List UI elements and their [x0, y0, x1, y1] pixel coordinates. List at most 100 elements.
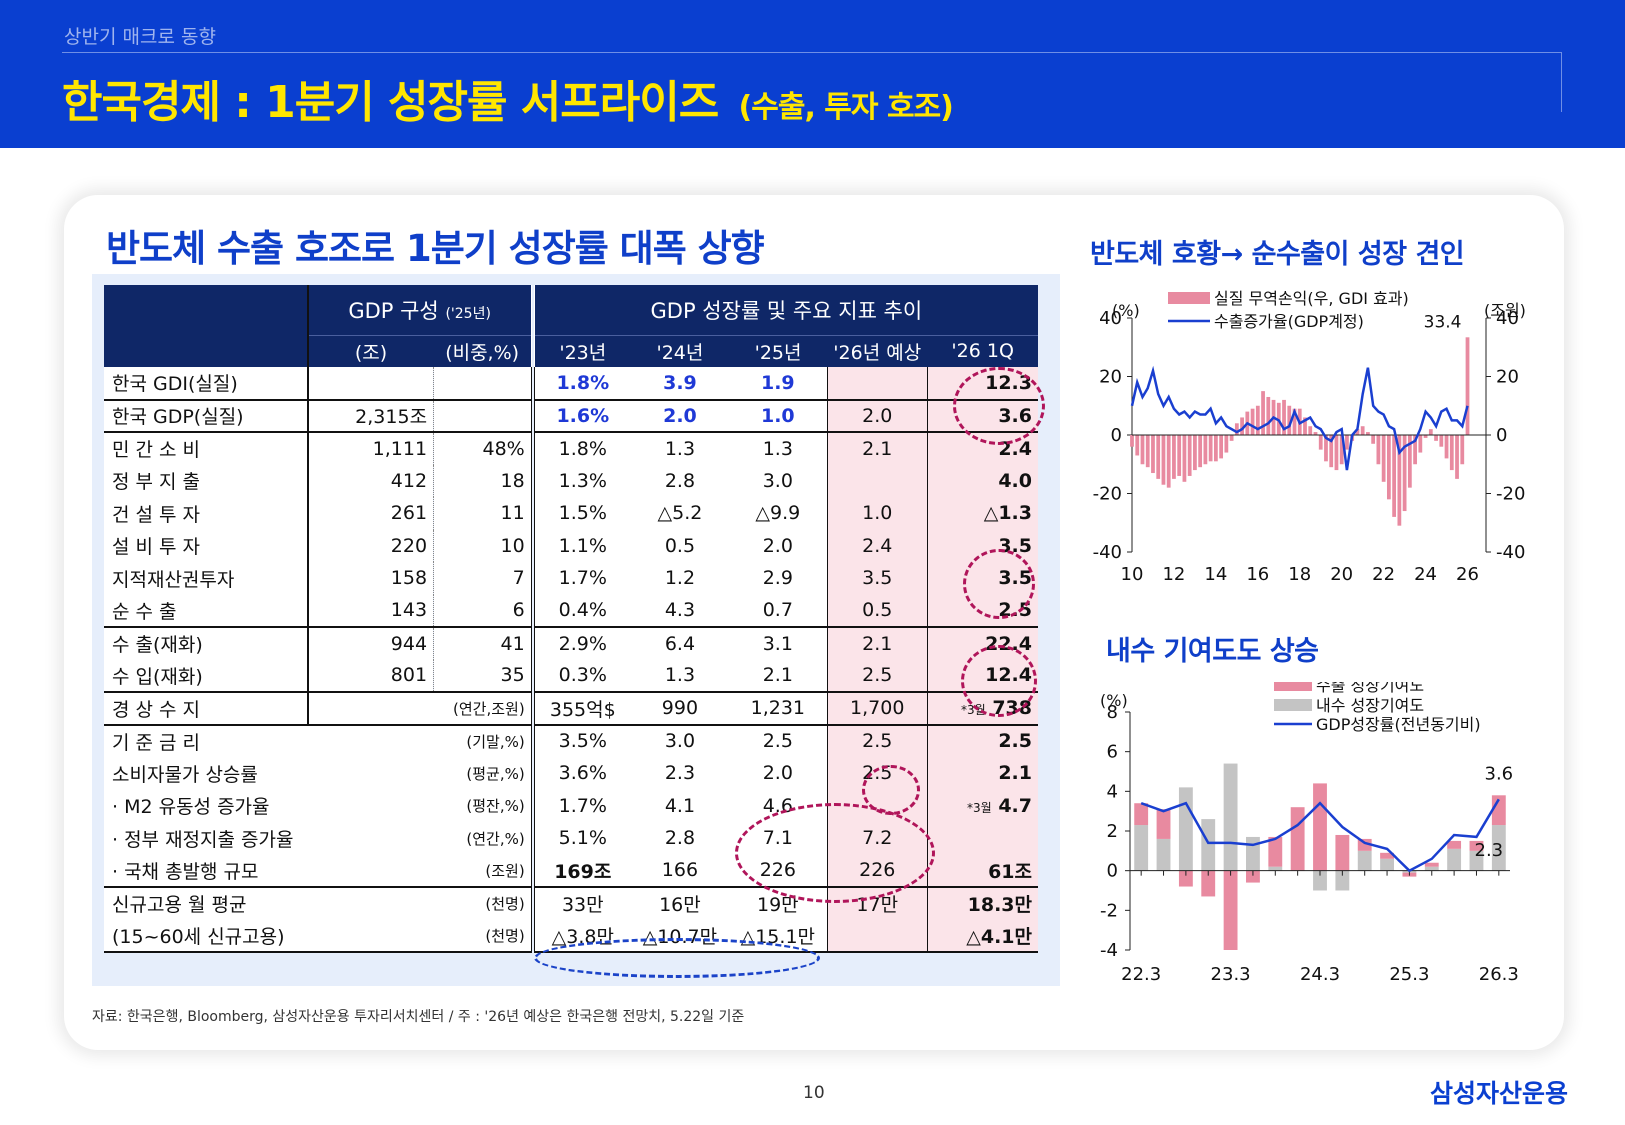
cell-2024: 1.3 [630, 659, 729, 692]
trade-bar [1166, 435, 1171, 488]
cell-2025: 1.0 [729, 398, 828, 432]
cell-2025: 2.9 [729, 562, 828, 595]
cell-2023: 33만 [530, 886, 631, 920]
trade-bar [1292, 408, 1297, 435]
export-bar [1313, 783, 1327, 871]
export-bar [1447, 840, 1462, 849]
cell-share: 48% [433, 431, 533, 465]
cell-2026-forecast: 3.5 [826, 562, 928, 595]
trade-bar [1229, 435, 1234, 441]
row-unit: (연간,%) [307, 822, 533, 855]
domestic-bar [1335, 870, 1350, 891]
x-tick-label: 26.3 [1479, 964, 1519, 985]
x-tick-label: 24 [1414, 564, 1437, 585]
cell-2023: 169조 [530, 854, 631, 887]
domestic-bar [1469, 850, 1484, 871]
cell-2025: 1,231 [729, 691, 828, 725]
trade-bar [1203, 435, 1208, 465]
row-label: (15~60세 신규고용) [104, 919, 308, 953]
y-tick-label-right: 0 [1496, 425, 1507, 446]
table-row: 민 간 소 비 1,111 48% 1.8% 1.3 1.3 2.1 2.4 [104, 431, 1038, 465]
trade-bar [1386, 435, 1391, 500]
cell-2023: 355억$ [530, 691, 631, 725]
cell-amount: 261 [306, 497, 434, 530]
export-bar [1156, 809, 1171, 839]
domestic-bar [1491, 825, 1506, 871]
row-label: 신규고용 월 평균 [104, 886, 308, 920]
annotation-domestic-end: 2.3 [1475, 840, 1504, 861]
trade-bar [1381, 435, 1386, 482]
cell-2026-forecast [826, 367, 928, 400]
page-title: 한국경제 : 1분기 성장률 서프라이즈 (수출, 투자 호조) [62, 66, 954, 130]
cell-2026-q1: 4.0 [926, 464, 1038, 497]
cell-2025: 2.0 [729, 529, 828, 562]
legend-swatch-domestic [1274, 699, 1312, 711]
cell-2026-forecast: 2.0 [826, 398, 928, 432]
trade-bar [1287, 405, 1292, 435]
gdp-table: GDP 구성 ('25년) GDP 성장률 및 주요 지표 추이 (조) (비중… [104, 285, 1038, 953]
domestic-bar [1357, 850, 1372, 871]
highlight-exports-imports [961, 645, 1037, 717]
export-bar [1134, 803, 1149, 826]
cell-2024: 3.0 [630, 723, 729, 757]
row-label: 경 상 수 지 [104, 691, 308, 725]
trade-bar [1449, 435, 1454, 471]
cell-2026-q1: 18.3만 [926, 886, 1038, 920]
legend-label-gdp: GDP성장률(전년동기비) [1316, 715, 1481, 734]
row-unit: (조원) [307, 854, 533, 887]
y-tick-label: -2 [1100, 900, 1118, 921]
table-row: 신규고용 월 평균 (천명) 33만 16만 19만 17만 18.3만 [104, 886, 1038, 920]
domestic-bar [1447, 848, 1462, 871]
cell-amount [306, 367, 434, 400]
export-bar [1357, 838, 1372, 851]
trade-bar [1355, 429, 1360, 435]
brand-logo: 삼성자산운용 [1430, 1079, 1569, 1108]
x-tick-label: 24.3 [1300, 964, 1340, 985]
export-bar [1469, 840, 1484, 851]
cell-2025: 2.0 [729, 757, 828, 790]
trade-bar [1371, 435, 1376, 444]
row-unit: (평잔,%) [307, 789, 533, 822]
header-unit-amount: (조) [306, 334, 434, 367]
cell-2023: 0.3% [530, 659, 631, 692]
export-bar [1424, 862, 1439, 867]
trade-bar [1397, 435, 1402, 526]
trade-bar [1313, 432, 1318, 435]
cell-2026-forecast: 2.1 [826, 626, 928, 660]
contribution-chart: -4 -2 0 2 4 6 8(%) 22.3 23.3 24.3 25.3 26.3 3.6 2.3 수출… [1100, 682, 1519, 985]
legend-label-export: 수출 성장기여도 [1316, 682, 1424, 695]
page-title-sub: (수출, 투자 호조) [738, 90, 954, 125]
cell-2023: 1.8% [530, 367, 631, 400]
trade-bar [1135, 435, 1140, 456]
cell-amount: 1,111 [306, 431, 434, 465]
cell-2023: 3.5% [530, 723, 631, 757]
header-divider [62, 52, 1562, 53]
cell-2024: △5.2 [630, 497, 729, 530]
q1-note: *3월 [967, 800, 992, 815]
cell-2023: 1.3% [530, 464, 631, 497]
row-unit: (천명) [307, 886, 533, 920]
table-row: 경 상 수 지 (연간,조원) 355억$ 990 1,231 1,700 *3월 738 [104, 691, 1038, 725]
trade-bar [1418, 435, 1423, 453]
header-unit-share: (비중,%) [433, 334, 533, 367]
cell-2024: 1.3 [630, 431, 729, 465]
cell-2024: △10.7만 [630, 919, 729, 953]
cell-share: 6 [433, 594, 533, 627]
trade-bar [1140, 435, 1145, 465]
trade-bar [1208, 435, 1213, 462]
trade-bar [1303, 417, 1307, 435]
cell-share: 10 [433, 529, 533, 562]
table-row: (15~60세 신규고용) (천명) △3.8만 △10.7만 △15.1만 △4.1만 [104, 919, 1038, 953]
row-label: 한국 GDI(실질) [104, 367, 308, 400]
header-year-25: '25년 [729, 334, 828, 367]
row-label: · M2 유동성 증가율 [104, 789, 308, 822]
trade-bar [1156, 435, 1161, 479]
y-tick-label-right: -20 [1496, 484, 1525, 505]
trade-bar [1276, 402, 1281, 435]
export-bar [1246, 870, 1260, 883]
table-row: 건 설 투 자 261 11 1.5% △5.2 △9.9 1.0 △1.3 [104, 497, 1038, 530]
y-tick-label: 40 [1099, 308, 1122, 329]
cell-2023: 3.6% [530, 757, 631, 790]
trade-bar [1392, 435, 1397, 517]
